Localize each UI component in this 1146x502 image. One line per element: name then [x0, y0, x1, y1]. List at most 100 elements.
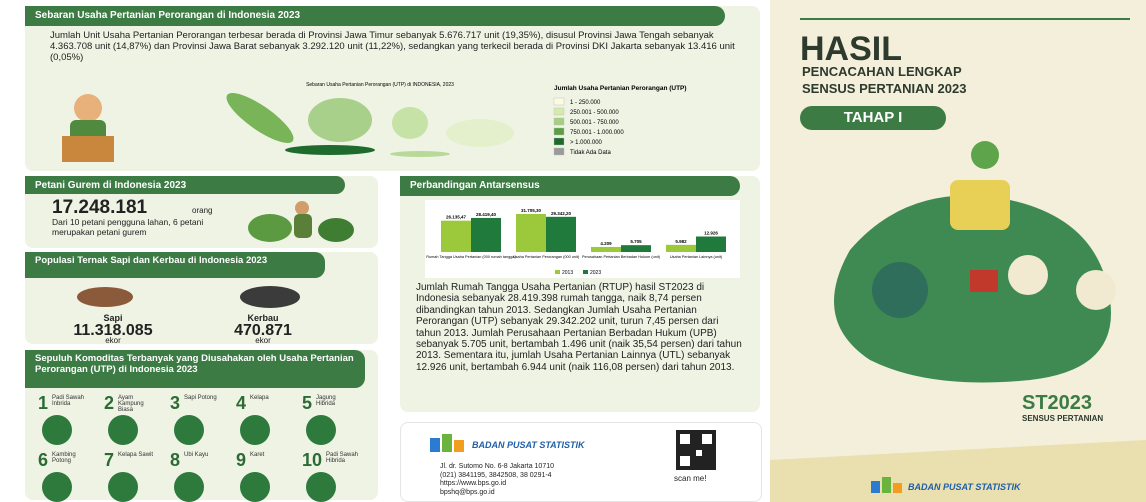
cover-subtitle: PENCACAHAN LENGKAP — [802, 64, 962, 79]
bar — [591, 247, 621, 252]
commodity-icon — [240, 472, 270, 502]
badge: TAHAP I — [800, 106, 946, 130]
gurem-number: 17.248.181 — [52, 197, 147, 219]
farmer-illustration — [240, 196, 360, 246]
logo-part — [454, 440, 464, 452]
island — [308, 98, 372, 142]
legend-label: 250.001 - 500.000 — [570, 110, 619, 116]
commodity-name: Padi Sawah Hibrida — [326, 452, 366, 464]
section-title: Sebaran Usaha Pertanian Perorangan di In… — [25, 6, 725, 26]
legend-swatch — [554, 128, 564, 135]
commodity-icon — [174, 472, 204, 502]
qr — [680, 456, 690, 466]
farmer-body — [294, 214, 312, 238]
legend-label: 2013 — [562, 270, 573, 276]
legend-swatch — [554, 138, 564, 145]
farmer-head — [74, 94, 102, 122]
agency-name: BADAN PUSAT STATISTIK — [472, 440, 585, 450]
bps-logo — [870, 476, 904, 494]
commodity-name: Ubi Kayu — [184, 452, 224, 458]
address: Jl. dr. Sutomo No. 6-8 Jakarta 10710 — [440, 463, 554, 472]
island — [220, 85, 299, 151]
bar — [441, 221, 471, 252]
scan-label: scan me! — [674, 474, 706, 483]
qr — [680, 434, 690, 444]
commodity-rank: 6 — [38, 450, 48, 471]
basket — [62, 136, 114, 162]
cover-illustration — [770, 140, 1146, 502]
infographic: Sebaran Usaha Pertanian Perorangan di In… — [0, 0, 1146, 502]
commodity-rank: 5 — [302, 393, 312, 414]
plant — [248, 214, 292, 242]
island — [285, 145, 375, 155]
commodity-rank: 10 — [302, 450, 322, 471]
commodity-name: Sapi Potong — [184, 395, 224, 401]
page: Hasil Pencacahan Lengkap Sensus Pertania… — [0, 0, 1146, 502]
commodity-name: Kelapa — [250, 395, 290, 401]
farmer-head — [295, 201, 309, 215]
logo: ST2023 — [1022, 392, 1092, 415]
bar — [471, 218, 501, 252]
paragraph: Jumlah Rumah Tangga Usaha Pertanian (RTU… — [416, 282, 744, 373]
legend-swatch — [554, 148, 564, 155]
legend-swatch — [554, 98, 564, 105]
category-label: Usaha Pertanian Lainnya (unit) — [670, 255, 723, 259]
commodity-name: Padi Sawah Inbrida — [52, 395, 92, 407]
commodity-rank: 9 — [236, 450, 246, 471]
agency-name: BADAN PUSAT STATISTIK — [908, 482, 1021, 492]
email: bpshq@bps.go.id — [440, 489, 554, 498]
commodity-name: Jagung Hibrida — [316, 395, 356, 407]
bar — [516, 214, 546, 252]
cover-subtitle: SENSUS PERTANIAN 2023 — [802, 81, 966, 96]
commodity-rank: 2 — [104, 393, 114, 414]
commodity-icon — [306, 415, 336, 445]
bar — [666, 245, 696, 252]
value-label: 4.209 — [600, 241, 612, 246]
legend-label: 750.001 - 1.000.000 — [570, 130, 624, 136]
value-label: 31.705,30 — [521, 208, 542, 213]
tree — [971, 141, 999, 169]
commodity-name: Kelapa Sawit — [118, 452, 158, 458]
section-title: Populasi Ternak Sapi dan Kerbau di Indon… — [25, 252, 325, 278]
commodity-rank: 3 — [170, 393, 180, 414]
section-title: Perbandingan Antarsensus — [400, 176, 740, 196]
legend-label: > 1.000.000 — [570, 140, 603, 146]
value-label: 29.342,20 — [551, 211, 572, 216]
animal-unit: ekor — [223, 337, 303, 345]
logo-part — [430, 438, 440, 452]
animal-unit: ekor — [73, 337, 153, 345]
commodity-icon — [174, 415, 204, 445]
buffalo — [240, 286, 300, 308]
island — [390, 151, 450, 157]
commodity-rank: 8 — [170, 450, 180, 471]
island — [392, 107, 428, 139]
bps-logo — [428, 432, 468, 454]
qr — [702, 434, 712, 444]
commodity-rank: 4 — [236, 393, 246, 414]
legend-label: 1 - 250.000 — [570, 100, 601, 106]
legend-swatch — [554, 108, 564, 115]
map-title: Sebaran Usaha Pertanian Perorangan (UTP)… — [306, 82, 454, 88]
gurem-text: Dari 10 petani pengguna lahan, 6 petani … — [52, 217, 232, 237]
commodity-icon — [42, 472, 72, 502]
commodity-name: Kambing Potong — [52, 452, 92, 464]
commodity-icon — [108, 415, 138, 445]
map — [220, 85, 514, 157]
logo-part — [871, 481, 880, 493]
gurem-unit: orang — [192, 206, 212, 215]
category-label: Perusahaan Pertanian Berbadan Hukum (uni… — [582, 255, 661, 259]
qr-code — [676, 430, 716, 470]
paragraph: Jumlah Unit Usaha Pertanian Perorangan t… — [50, 30, 740, 63]
plant — [318, 218, 354, 242]
legend-title: Jumlah Usaha Pertanian Perorangan (UTP) — [554, 85, 687, 92]
icon-circle — [1008, 255, 1048, 295]
ground — [770, 440, 1146, 502]
commodity-name: Ayam Kampung Biasa — [118, 395, 158, 413]
bar — [696, 237, 726, 252]
legend-swatch — [583, 270, 588, 274]
value-label: 5.982 — [675, 239, 687, 244]
legend-swatch — [554, 118, 564, 125]
commodity-rank: 7 — [104, 450, 114, 471]
value-label: 28.419,40 — [476, 212, 497, 217]
